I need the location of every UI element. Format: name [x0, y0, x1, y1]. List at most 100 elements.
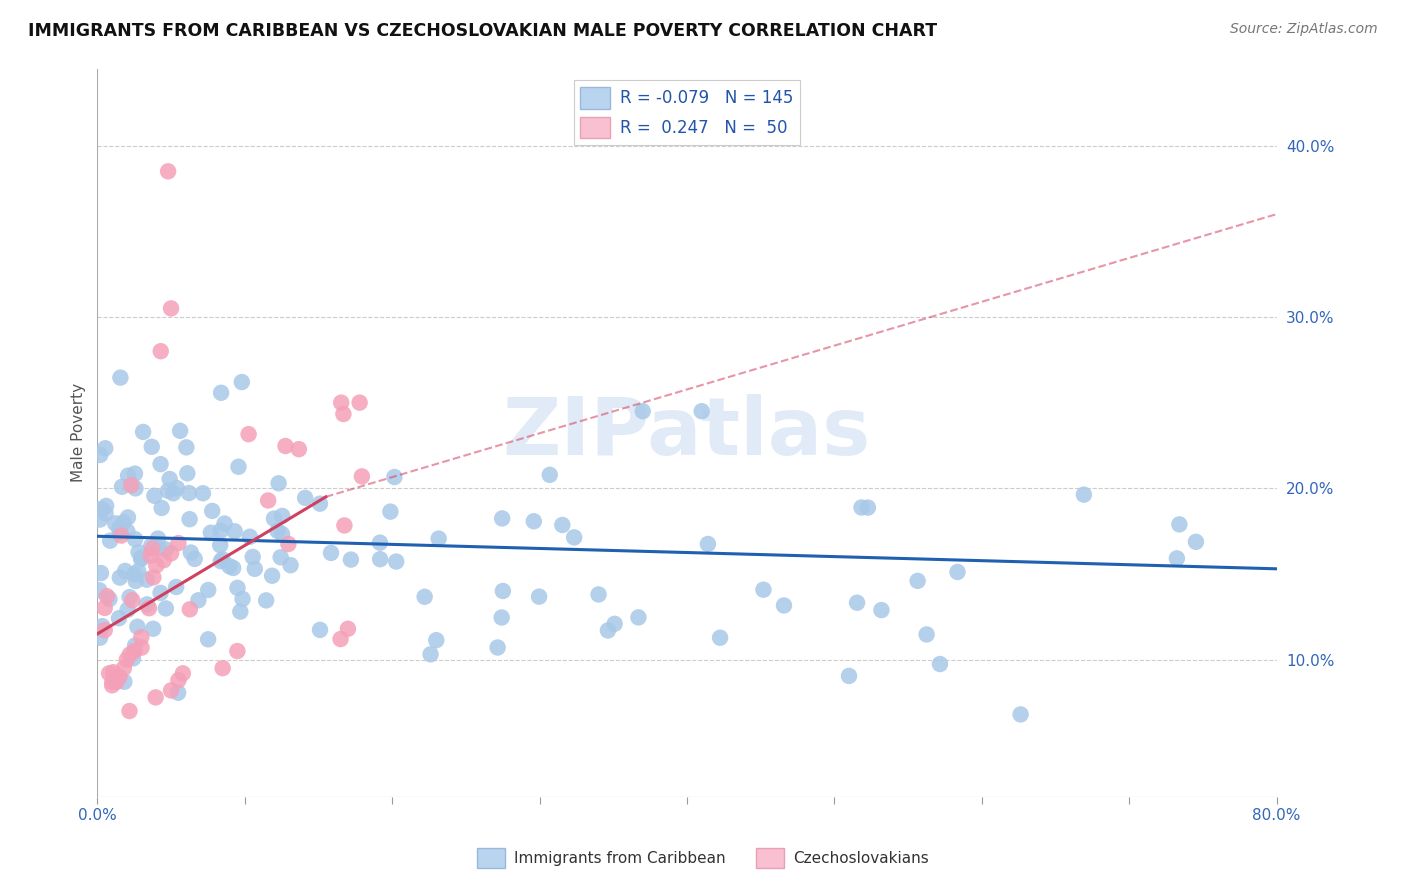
Text: IMMIGRANTS FROM CARIBBEAN VS CZECHOSLOVAKIAN MALE POVERTY CORRELATION CHART: IMMIGRANTS FROM CARIBBEAN VS CZECHOSLOVA…: [28, 22, 938, 40]
Point: [271, 508, 294, 523]
Point: [162, 486, 184, 500]
Point: [200, 525, 222, 540]
Point: [160, 301, 183, 316]
Point: [773, 599, 796, 613]
Point: [90, 502, 112, 516]
Point: [155, 601, 177, 615]
Point: [627, 610, 650, 624]
Point: [486, 640, 509, 655]
Point: [152, 553, 174, 567]
Point: [588, 587, 610, 601]
Point: [142, 622, 165, 636]
Point: [132, 425, 155, 439]
Point: [413, 590, 436, 604]
Point: [145, 558, 167, 573]
Point: [242, 549, 264, 564]
Point: [124, 467, 146, 481]
Point: [139, 539, 162, 553]
Point: [603, 616, 626, 631]
Point: [172, 666, 194, 681]
Point: [211, 552, 233, 566]
Point: [131, 550, 153, 565]
Point: [491, 610, 513, 624]
Point: [93, 601, 115, 615]
Point: [870, 603, 893, 617]
Point: [108, 571, 131, 585]
Point: [105, 674, 128, 689]
Point: [243, 562, 266, 576]
Point: [197, 582, 219, 597]
Point: [155, 542, 177, 557]
Point: [229, 605, 252, 619]
Point: [350, 469, 373, 483]
Point: [551, 518, 574, 533]
Point: [110, 528, 132, 542]
Point: [309, 497, 332, 511]
Text: ZIPatlas: ZIPatlas: [503, 393, 872, 472]
Point: [110, 370, 132, 384]
Point: [167, 673, 190, 688]
Point: [690, 404, 713, 418]
Point: [226, 581, 249, 595]
Y-axis label: Male Poverty: Male Poverty: [72, 383, 86, 483]
Point: [112, 515, 135, 529]
Point: [127, 620, 149, 634]
Point: [98, 533, 121, 548]
Point: [368, 552, 391, 566]
Point: [138, 601, 160, 615]
Point: [929, 657, 952, 671]
Point: [176, 441, 198, 455]
Point: [211, 661, 233, 675]
Point: [157, 164, 180, 178]
Point: [143, 489, 166, 503]
Point: [94, 507, 117, 521]
Point: [846, 596, 869, 610]
Point: [336, 622, 359, 636]
Point: [266, 524, 288, 538]
Point: [492, 584, 515, 599]
Point: [209, 538, 232, 552]
Point: [239, 530, 262, 544]
Point: [197, 632, 219, 647]
Point: [228, 459, 250, 474]
Point: [101, 678, 124, 692]
Point: [179, 602, 201, 616]
Point: [94, 442, 117, 456]
Point: [179, 512, 201, 526]
Point: [124, 481, 146, 495]
Point: [149, 457, 172, 471]
Point: [209, 385, 232, 400]
Point: [280, 558, 302, 573]
Point: [145, 690, 167, 705]
Point: [527, 590, 550, 604]
Point: [111, 480, 134, 494]
Point: [224, 524, 246, 539]
Point: [169, 424, 191, 438]
Point: [117, 468, 139, 483]
Point: [104, 673, 127, 688]
Point: [96, 499, 118, 513]
Point: [122, 651, 145, 665]
Point: [425, 633, 447, 648]
Point: [156, 483, 179, 498]
Point: [101, 674, 124, 689]
Point: [214, 516, 236, 531]
Point: [122, 644, 145, 658]
Point: [129, 552, 152, 566]
Point: [1168, 517, 1191, 532]
Point: [419, 648, 441, 662]
Point: [562, 530, 585, 544]
Point: [218, 559, 240, 574]
Point: [288, 442, 311, 457]
Point: [98, 666, 121, 681]
Point: [1166, 551, 1188, 566]
Point: [108, 524, 131, 539]
Point: [277, 537, 299, 551]
Point: [491, 511, 513, 525]
Point: [209, 554, 232, 568]
Point: [263, 511, 285, 525]
Point: [108, 522, 131, 536]
Point: [333, 518, 356, 533]
Point: [118, 648, 141, 662]
Point: [270, 550, 292, 565]
